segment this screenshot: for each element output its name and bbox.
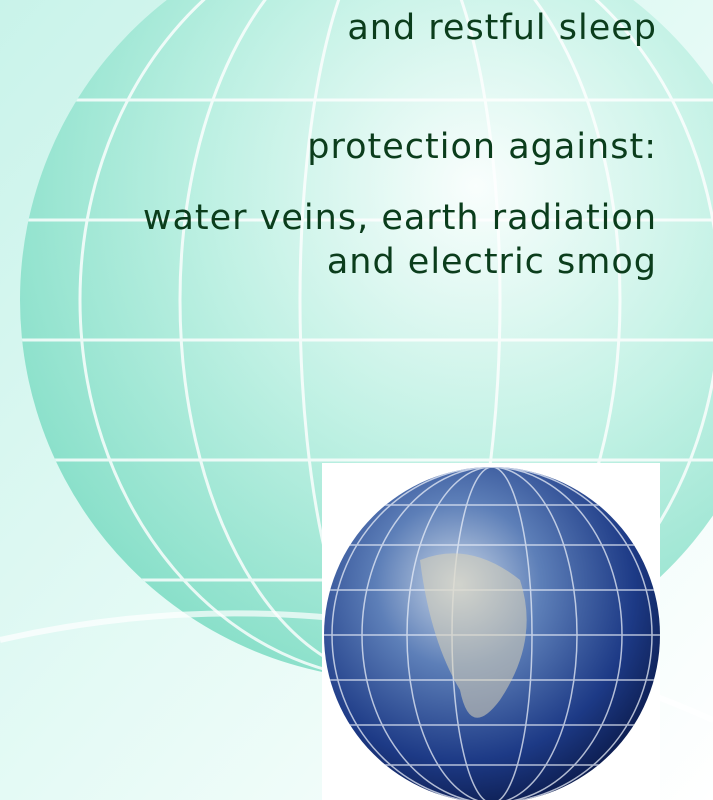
intro-text: and restful sleep [347,8,657,48]
list-item: water veins, earth radiation [142,198,657,238]
list-item: and electric smog [326,242,657,282]
heading: protection against: [307,127,657,167]
